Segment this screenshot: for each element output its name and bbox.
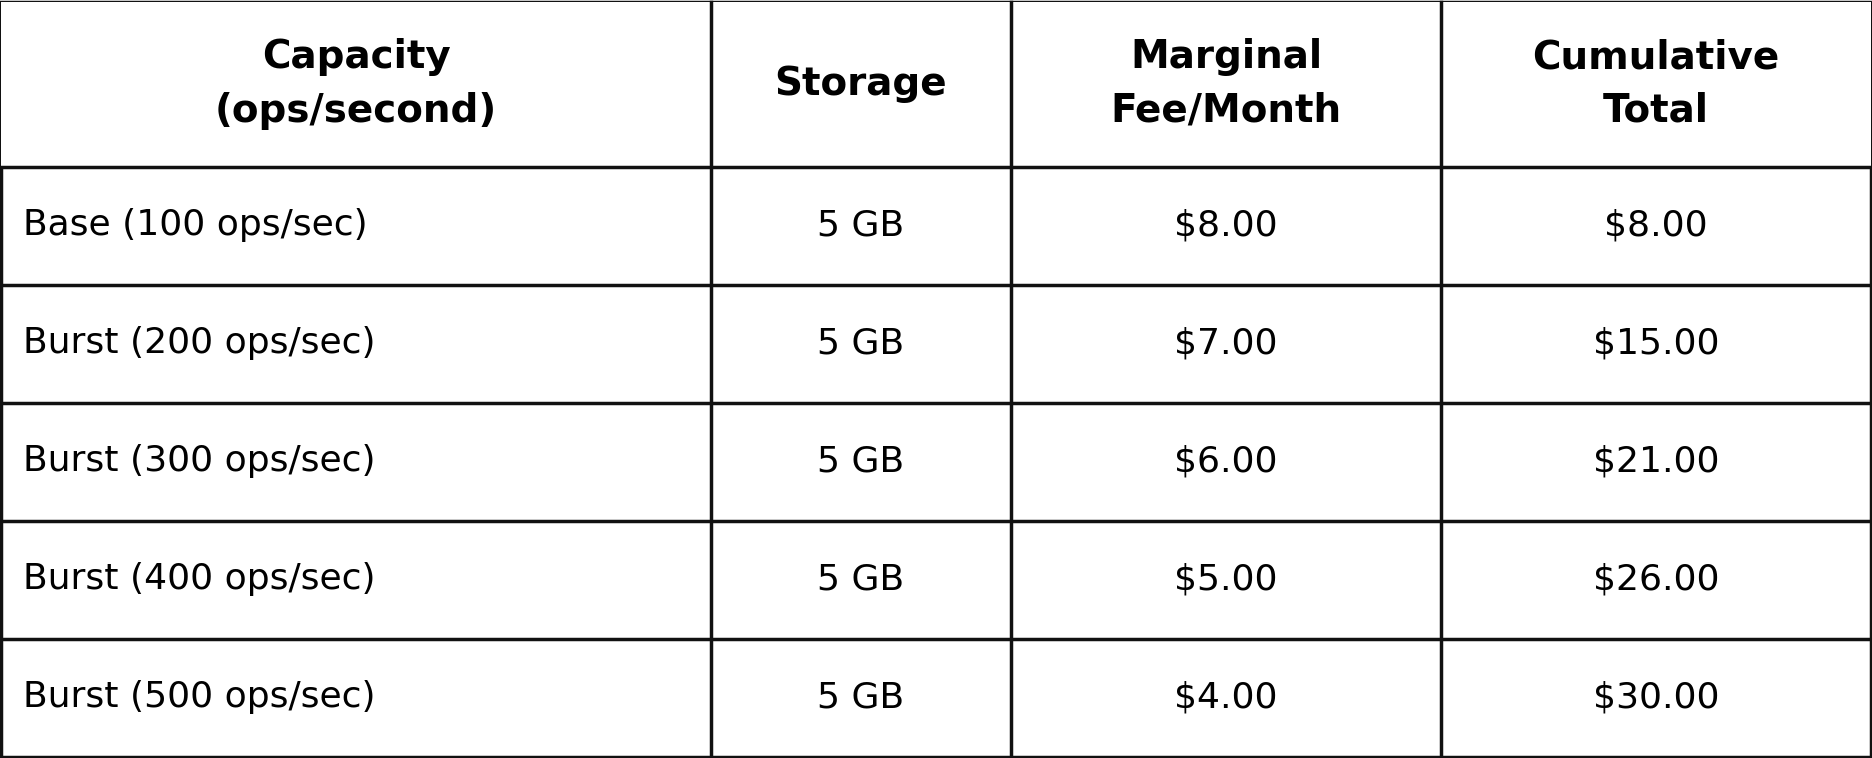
Text: Marginal
Fee/Month: Marginal Fee/Month — [1110, 39, 1342, 130]
Text: Base (100 ops/sec): Base (100 ops/sec) — [22, 208, 367, 243]
Text: 5 GB: 5 GB — [818, 444, 904, 478]
Text: Burst (300 ops/sec): Burst (300 ops/sec) — [22, 444, 376, 478]
Text: $26.00: $26.00 — [1593, 562, 1718, 597]
Text: 5 GB: 5 GB — [818, 208, 904, 243]
Bar — [2, 2, 1870, 167]
Text: Cumulative
Total: Cumulative Total — [1533, 39, 1780, 130]
Text: Capacity
(ops/second): Capacity (ops/second) — [215, 39, 498, 130]
Text: 5 GB: 5 GB — [818, 562, 904, 597]
Text: Burst (400 ops/sec): Burst (400 ops/sec) — [22, 562, 376, 597]
Text: 5 GB: 5 GB — [818, 681, 904, 715]
Text: Burst (500 ops/sec): Burst (500 ops/sec) — [22, 681, 376, 715]
Text: $8.00: $8.00 — [1604, 208, 1707, 243]
Text: $21.00: $21.00 — [1593, 444, 1718, 478]
Text: $5.00: $5.00 — [1174, 562, 1279, 597]
Text: $30.00: $30.00 — [1593, 681, 1718, 715]
Text: 5 GB: 5 GB — [818, 327, 904, 361]
Text: Storage: Storage — [775, 65, 947, 103]
Text: $8.00: $8.00 — [1174, 208, 1279, 243]
Text: Burst (200 ops/sec): Burst (200 ops/sec) — [22, 327, 376, 361]
Text: $15.00: $15.00 — [1593, 327, 1718, 361]
Text: $7.00: $7.00 — [1174, 327, 1279, 361]
Text: $6.00: $6.00 — [1174, 444, 1279, 478]
Text: $4.00: $4.00 — [1174, 681, 1279, 715]
